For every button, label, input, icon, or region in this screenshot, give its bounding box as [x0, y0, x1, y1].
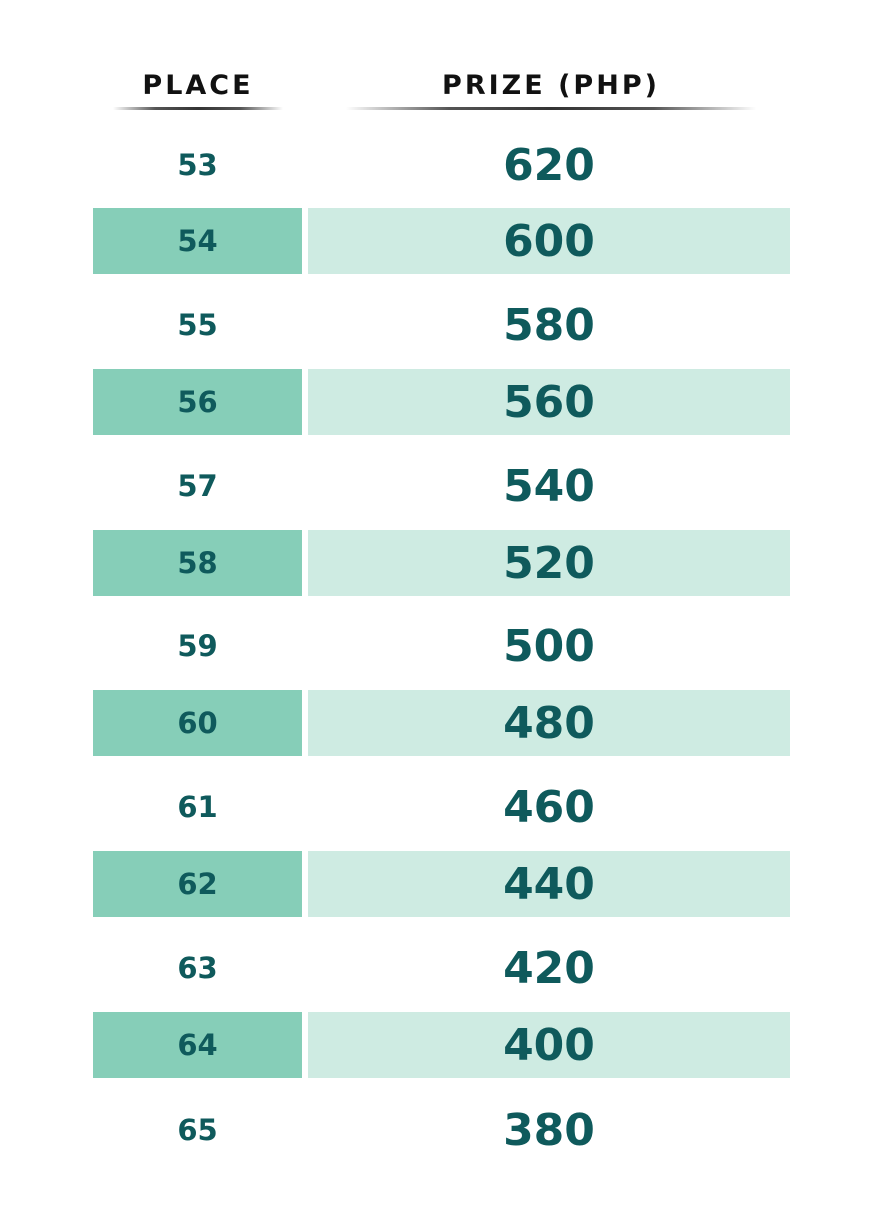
- prize-cell: 540: [503, 460, 595, 512]
- column-header-place: PLACE: [142, 70, 254, 101]
- prize-cell: 400: [308, 1012, 790, 1078]
- place-cell: 53: [177, 148, 218, 182]
- column-header-place-underline: [113, 107, 283, 110]
- prize-cell: 440: [308, 851, 790, 917]
- table-row: 65 380: [0, 1097, 884, 1163]
- prize-cell: 460: [503, 781, 595, 833]
- place-cell: 57: [177, 469, 218, 503]
- place-cell: 55: [177, 308, 218, 342]
- place-cell: 54: [93, 208, 302, 274]
- table-row: 57 540: [0, 453, 884, 519]
- table-row: 59 500: [0, 613, 884, 679]
- prize-cell: 620: [503, 139, 595, 191]
- place-cell: 59: [177, 629, 218, 663]
- table-row: 62 440: [0, 851, 884, 917]
- place-cell: 56: [93, 369, 302, 435]
- table-row: 58 520: [0, 530, 884, 596]
- table-row: 64 400: [0, 1012, 884, 1078]
- prize-cell: 600: [308, 208, 790, 274]
- place-cell: 64: [93, 1012, 302, 1078]
- place-cell: 62: [93, 851, 302, 917]
- prize-cell: 580: [503, 299, 595, 351]
- prize-cell: 560: [308, 369, 790, 435]
- prize-cell: 380: [503, 1104, 595, 1156]
- place-cell: 63: [177, 951, 218, 985]
- prize-cell: 420: [503, 942, 595, 994]
- place-cell: 65: [177, 1113, 218, 1147]
- table-row: 56 560: [0, 369, 884, 435]
- column-header-prize-underline: [346, 107, 756, 110]
- column-header-prize: PRIZE (PHP): [442, 70, 660, 101]
- prize-cell: 500: [503, 620, 595, 672]
- place-cell: 60: [93, 690, 302, 756]
- table-row: 60 480: [0, 690, 884, 756]
- table-row: 54 600: [0, 208, 884, 274]
- prize-cell: 480: [308, 690, 790, 756]
- table-row: 63 420: [0, 935, 884, 1001]
- table-row: 55 580: [0, 292, 884, 358]
- place-cell: 61: [177, 790, 218, 824]
- table-row: 61 460: [0, 774, 884, 840]
- table-row: 53 620: [0, 132, 884, 198]
- place-cell: 58: [93, 530, 302, 596]
- prize-cell: 520: [308, 530, 790, 596]
